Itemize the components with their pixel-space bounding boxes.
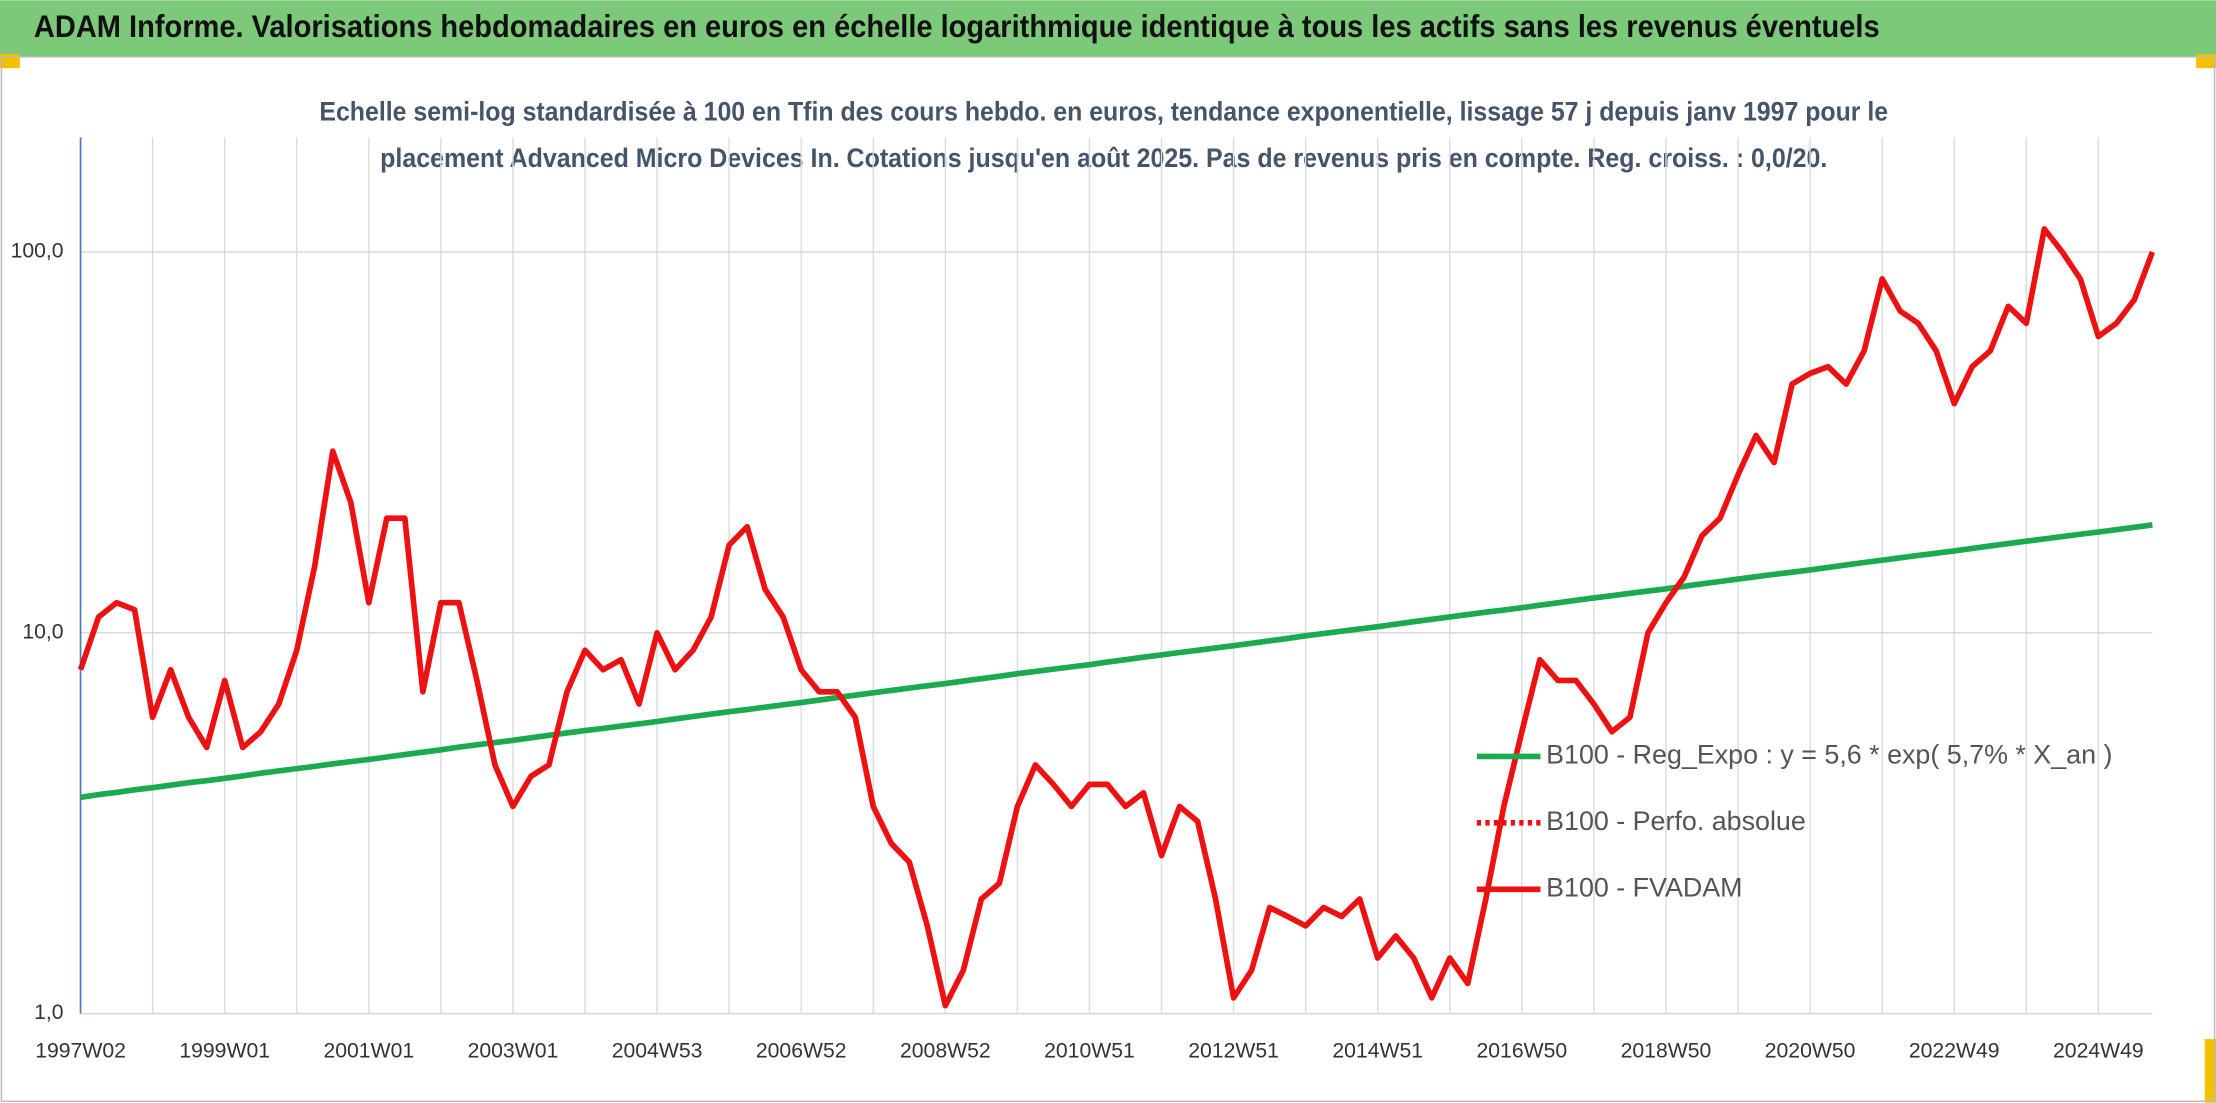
x-tick-label: 2010W51 [1044, 1039, 1135, 1062]
x-tick-label: 2004W53 [612, 1039, 703, 1062]
x-tick-label: 2001W01 [323, 1039, 414, 1062]
x-tick-label: 2016W50 [1476, 1039, 1567, 1062]
chart-title: ADAM Informe. Valorisations hebdomadaire… [34, 9, 1880, 44]
title-bar [0, 0, 2216, 57]
x-tick-label: 2020W50 [1765, 1039, 1856, 1062]
legend-label: B100 - FVADAM [1546, 872, 1742, 902]
y-tick-label: 1,0 [34, 1001, 63, 1024]
x-tick-label: 2022W49 [1909, 1039, 2000, 1062]
chart-subtitle: placement Advanced Micro Devices In. Cot… [380, 143, 1827, 173]
x-tick-label: 2003W01 [468, 1039, 559, 1062]
x-tick-label: 2024W49 [2053, 1039, 2144, 1062]
chart-border [0, 56, 2216, 1102]
chart-subtitle: Echelle semi-log standardisée à 100 en T… [319, 96, 1888, 126]
x-tick-label: 2008W52 [900, 1039, 991, 1062]
x-tick-label: 2014W51 [1332, 1039, 1423, 1062]
legend-label: B100 - Reg_Expo : y = 5,6 * exp( 5,7% * … [1546, 740, 2112, 770]
x-tick-label: 2006W52 [756, 1039, 847, 1062]
x-tick-label: 2012W51 [1188, 1039, 1279, 1062]
y-tick-label: 100,0 [11, 240, 64, 263]
x-tick-label: 1997W02 [35, 1039, 126, 1062]
legend-label: B100 - Perfo. absolue [1546, 806, 1806, 836]
x-tick-label: 1999W01 [179, 1039, 270, 1062]
series-line [80, 522, 2153, 801]
series-line [77, 226, 2156, 1009]
x-tick-label: 2018W50 [1621, 1039, 1712, 1062]
y-tick-label: 10,0 [22, 620, 63, 643]
corner [2204, 1039, 2216, 1103]
